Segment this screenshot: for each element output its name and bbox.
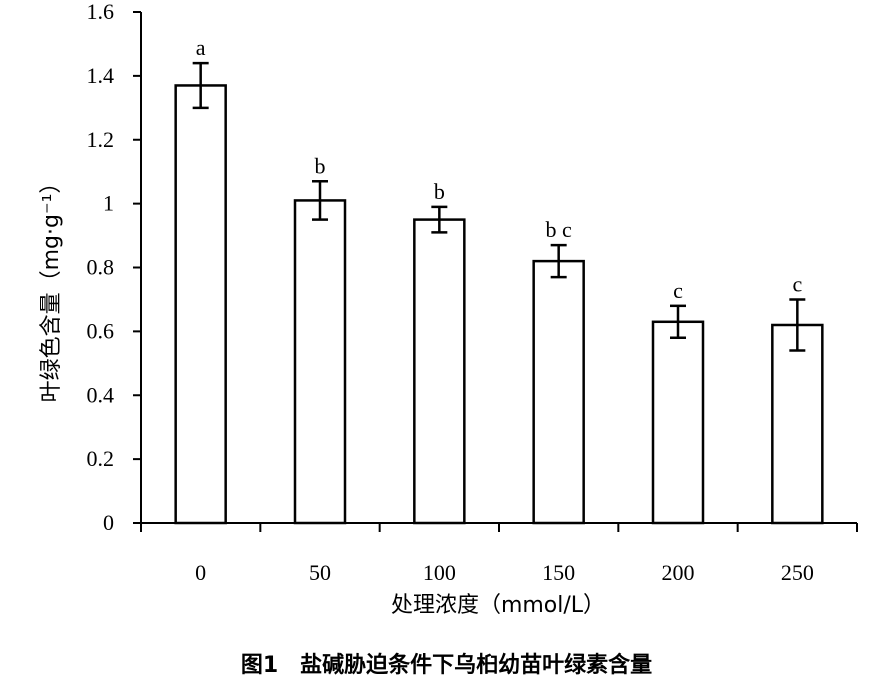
- significance-labels: a b b b c c c: [196, 35, 803, 303]
- significance-label: b: [315, 153, 326, 178]
- x-ticks: 0 50 100 150 200 250: [140, 523, 858, 585]
- x-tick-label: 0: [195, 560, 206, 585]
- y-tick-label: 1: [103, 191, 114, 216]
- y-tick-label: 0.8: [87, 255, 115, 280]
- y-tick-label: 1.2: [87, 127, 115, 152]
- x-tick-label: 100: [423, 560, 456, 585]
- y-tick-label: 0.6: [87, 318, 115, 343]
- y-tick-label: 0.2: [87, 446, 115, 471]
- axes: [140, 12, 857, 524]
- x-tick-label: 50: [309, 560, 331, 585]
- bar: [174, 84, 227, 525]
- bar: [771, 323, 824, 525]
- error-bars: [192, 61, 806, 352]
- y-axis-title: 叶绿色含量（mg·g⁻¹）: [39, 172, 64, 403]
- bar: [532, 259, 585, 525]
- significance-label: a: [196, 35, 206, 60]
- x-tick-label: 250: [781, 560, 814, 585]
- y-tick-label: 0: [103, 510, 114, 535]
- y-tick-label: 1.6: [87, 0, 115, 24]
- x-tick-label: 200: [662, 560, 695, 585]
- significance-label: c: [792, 271, 802, 296]
- bar: [293, 199, 347, 525]
- significance-label: b c: [546, 217, 573, 242]
- bar: [413, 218, 466, 525]
- bar-chart: 00.20.40.60.811.21.41.6 0 50 100 150 200 250 …: [39, 0, 858, 618]
- y-tick-label: 1.4: [87, 63, 115, 88]
- x-axis-title: 处理浓度（mmol/L）: [391, 593, 605, 618]
- significance-label: b: [434, 179, 445, 204]
- significance-label: c: [673, 278, 683, 303]
- y-tick-label: 0.4: [87, 382, 115, 407]
- x-tick-label: 150: [542, 560, 575, 585]
- y-ticks: 0 0.2 0.4 0.6 0.8 1 1.2 1.4 1.6: [87, 0, 141, 535]
- bars: [174, 84, 824, 525]
- figure-caption: 图1 盐碱胁迫条件下乌桕幼苗叶绿素含量: [240, 653, 653, 678]
- bar: [651, 320, 705, 525]
